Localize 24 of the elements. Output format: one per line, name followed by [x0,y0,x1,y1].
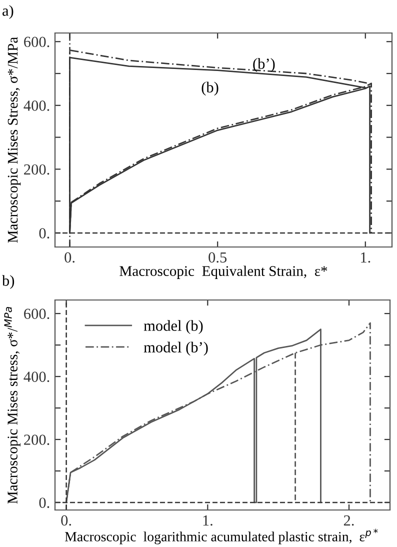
y-tick-label: 400. [24,372,50,382]
y-tick-label: 200. [24,434,50,445]
x-tick-label: 0. [64,252,74,263]
x-tick-label: 0.5 [208,252,227,263]
annotation: (b’) [253,58,275,72]
x-axis-title: Macroscopic Equivalent Strain, ε* [120,266,328,279]
x-tick-label: 1. [203,515,212,526]
chart-title: b) [2,275,14,289]
x-axis-title: Macroscopic logarithmic acumulated plastic strain, ε$^{p*}$ [64,528,378,544]
y-tick-label: 400. [24,100,50,111]
y-axis-title: Macroscopic Mises stress, σ*/$^{MPa}$ [4,307,20,504]
legend-label: model (b) [144,320,203,334]
y-tick-label: 600. [24,36,50,48]
legend-label: model (b’) [144,342,208,356]
y-tick-label: 200. [24,164,50,175]
x-tick-label: 2. [344,515,354,526]
x-tick-label: 1. [361,252,370,263]
chart-title: a) [2,5,14,19]
x-tick-label: 0. [61,515,72,526]
annotation: (b) [202,82,218,96]
y-tick-label: 0. [39,228,50,238]
y-tick-label: 0. [39,498,50,508]
y-axis-title: Macroscopic Mises Stress, σ*/MPa [8,37,21,243]
y-tick-label: 600. [24,308,50,320]
